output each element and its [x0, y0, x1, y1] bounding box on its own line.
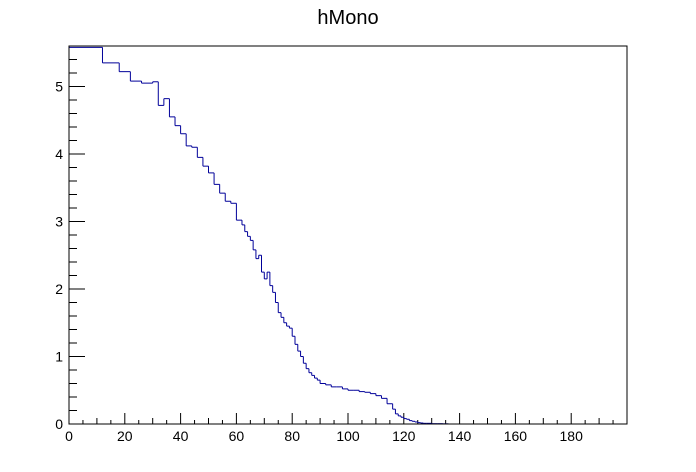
y-tick-label: 0 [55, 416, 63, 432]
x-tick-label: 60 [229, 428, 245, 444]
x-tick-label: 160 [504, 428, 528, 444]
x-tick-label: 100 [336, 428, 360, 444]
y-tick-label: 5 [55, 79, 63, 95]
x-tick-label: 80 [284, 428, 300, 444]
y-tick-label: 4 [55, 146, 63, 162]
histogram-series [69, 46, 627, 425]
y-axis: 0 1 2 3 4 5 [55, 45, 85, 432]
x-tick-label: 120 [392, 428, 416, 444]
x-tick-label: 20 [117, 428, 133, 444]
x-tick-label: 0 [65, 428, 73, 444]
chart-title: hMono [317, 7, 378, 29]
x-tick-label: 140 [448, 428, 472, 444]
y-tick-label: 2 [55, 281, 63, 297]
y-tick-label: 3 [55, 214, 63, 230]
x-tick-label: 40 [173, 428, 189, 444]
plot-frame [68, 45, 628, 425]
x-axis: 0 20 40 60 80 100 120 140 160 180 [65, 413, 614, 444]
x-tick-label: 180 [560, 428, 584, 444]
y-tick-label: 1 [55, 349, 63, 365]
